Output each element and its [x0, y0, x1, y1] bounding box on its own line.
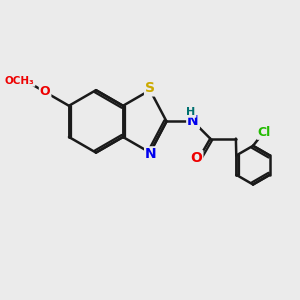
- Text: OCH₃: OCH₃: [5, 76, 34, 86]
- Text: O: O: [190, 151, 202, 165]
- Text: Cl: Cl: [258, 126, 271, 139]
- Text: O: O: [40, 85, 50, 98]
- Text: H: H: [186, 107, 196, 117]
- Text: N: N: [145, 147, 157, 161]
- Text: N: N: [187, 114, 199, 128]
- Text: S: S: [145, 81, 155, 95]
